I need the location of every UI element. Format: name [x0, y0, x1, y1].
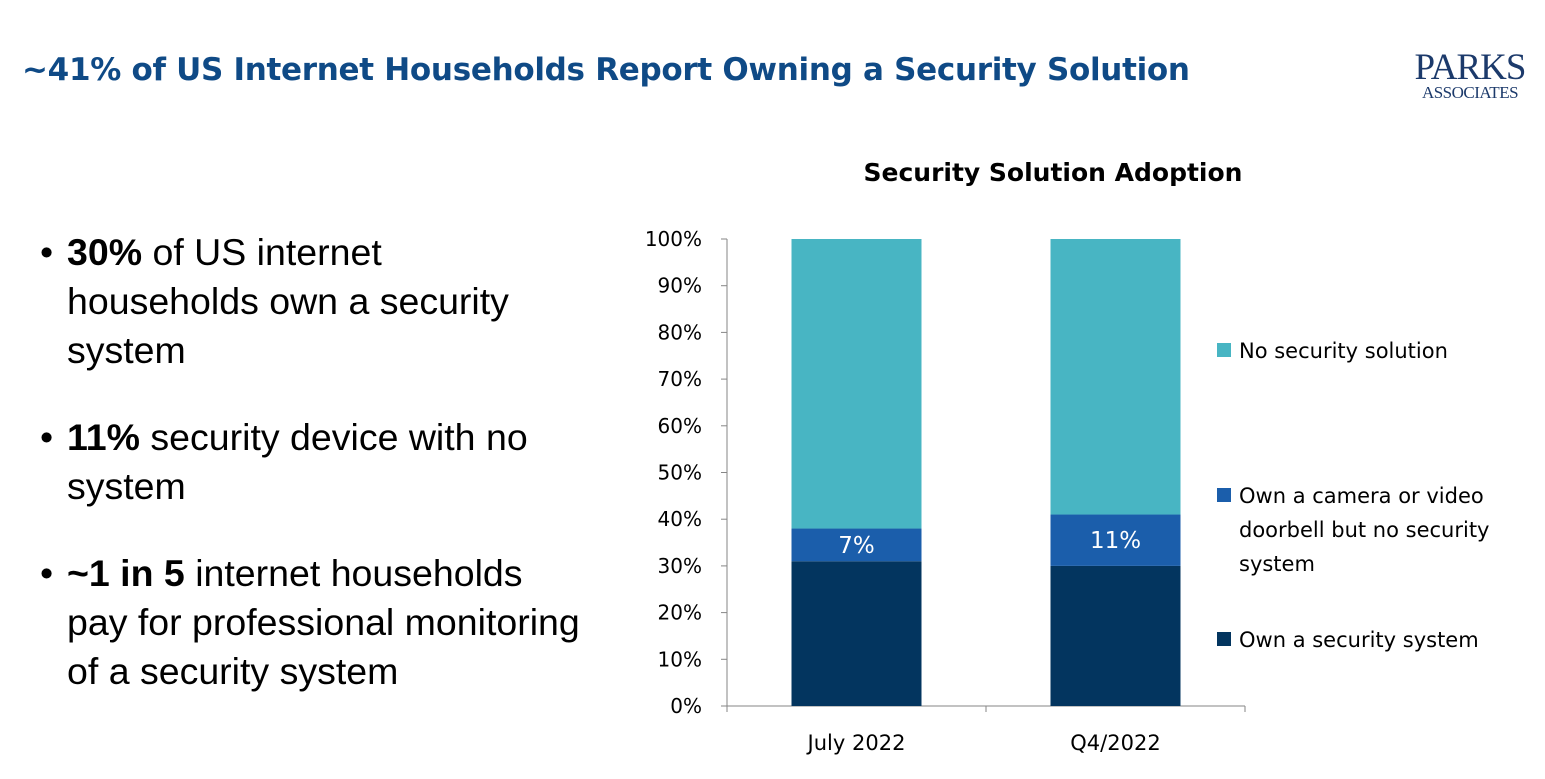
logo-line-2: ASSOCIATES — [1421, 83, 1519, 102]
parks-associates-logo: PARKS ASSOCIATES — [1405, 47, 1535, 102]
legend-label: Own a camera or video — [1239, 484, 1484, 508]
y-tick-label: 20% — [658, 601, 702, 625]
key-findings-list: 30% of US internet households own a secu… — [40, 228, 580, 734]
y-tick-label: 10% — [658, 647, 702, 671]
bullet-highlight: ~1 in 5 — [67, 552, 185, 594]
bar-segment — [791, 561, 922, 706]
chart-title: Security Solution Adoption — [864, 158, 1243, 187]
bullet-item: ~1 in 5 internet households pay for prof… — [40, 549, 580, 696]
y-tick-label: 0% — [670, 694, 702, 718]
data-label: 11% — [1090, 528, 1141, 554]
legend-label: doorbell but no security — [1239, 518, 1489, 542]
y-tick-label: 100% — [645, 227, 702, 251]
y-tick-label: 40% — [658, 507, 702, 531]
bar-segment — [1050, 239, 1181, 515]
y-tick-label: 90% — [658, 274, 702, 298]
y-tick-label: 30% — [658, 554, 702, 578]
bar-segment — [1050, 565, 1181, 706]
bullet-item: 30% of US internet households own a secu… — [40, 228, 580, 375]
x-category-label: July 2022 — [806, 731, 906, 755]
bullet-item: 11% security device with no system — [40, 413, 580, 511]
y-tick-label: 50% — [658, 461, 702, 485]
legend-swatch — [1217, 632, 1231, 646]
legend-label: system — [1239, 552, 1315, 576]
legend-swatch — [1217, 343, 1231, 357]
bullet-text: security device with no system — [67, 416, 528, 507]
y-tick-label: 70% — [658, 367, 702, 391]
y-tick-label: 80% — [658, 320, 702, 344]
x-category-label: Q4/2022 — [1070, 731, 1160, 755]
bar-segment — [791, 239, 922, 529]
bullet-text: internet households pay for professional… — [67, 552, 580, 692]
bar-segment — [791, 528, 922, 562]
logo-line-1: PARKS — [1414, 47, 1527, 88]
data-label: 7% — [838, 533, 875, 559]
bullet-highlight: 30% — [67, 231, 143, 273]
page-title: ~41% of US Internet Households Report Ow… — [22, 52, 1190, 88]
bar-segment — [1050, 514, 1181, 566]
legend-label: No security solution — [1239, 339, 1448, 363]
legend-swatch — [1217, 488, 1231, 502]
bullet-highlight: 11% — [67, 416, 140, 458]
y-tick-label: 60% — [658, 414, 702, 438]
bullet-text: of US internet households own a security… — [67, 231, 509, 371]
legend-label: Own a security system — [1239, 628, 1479, 652]
